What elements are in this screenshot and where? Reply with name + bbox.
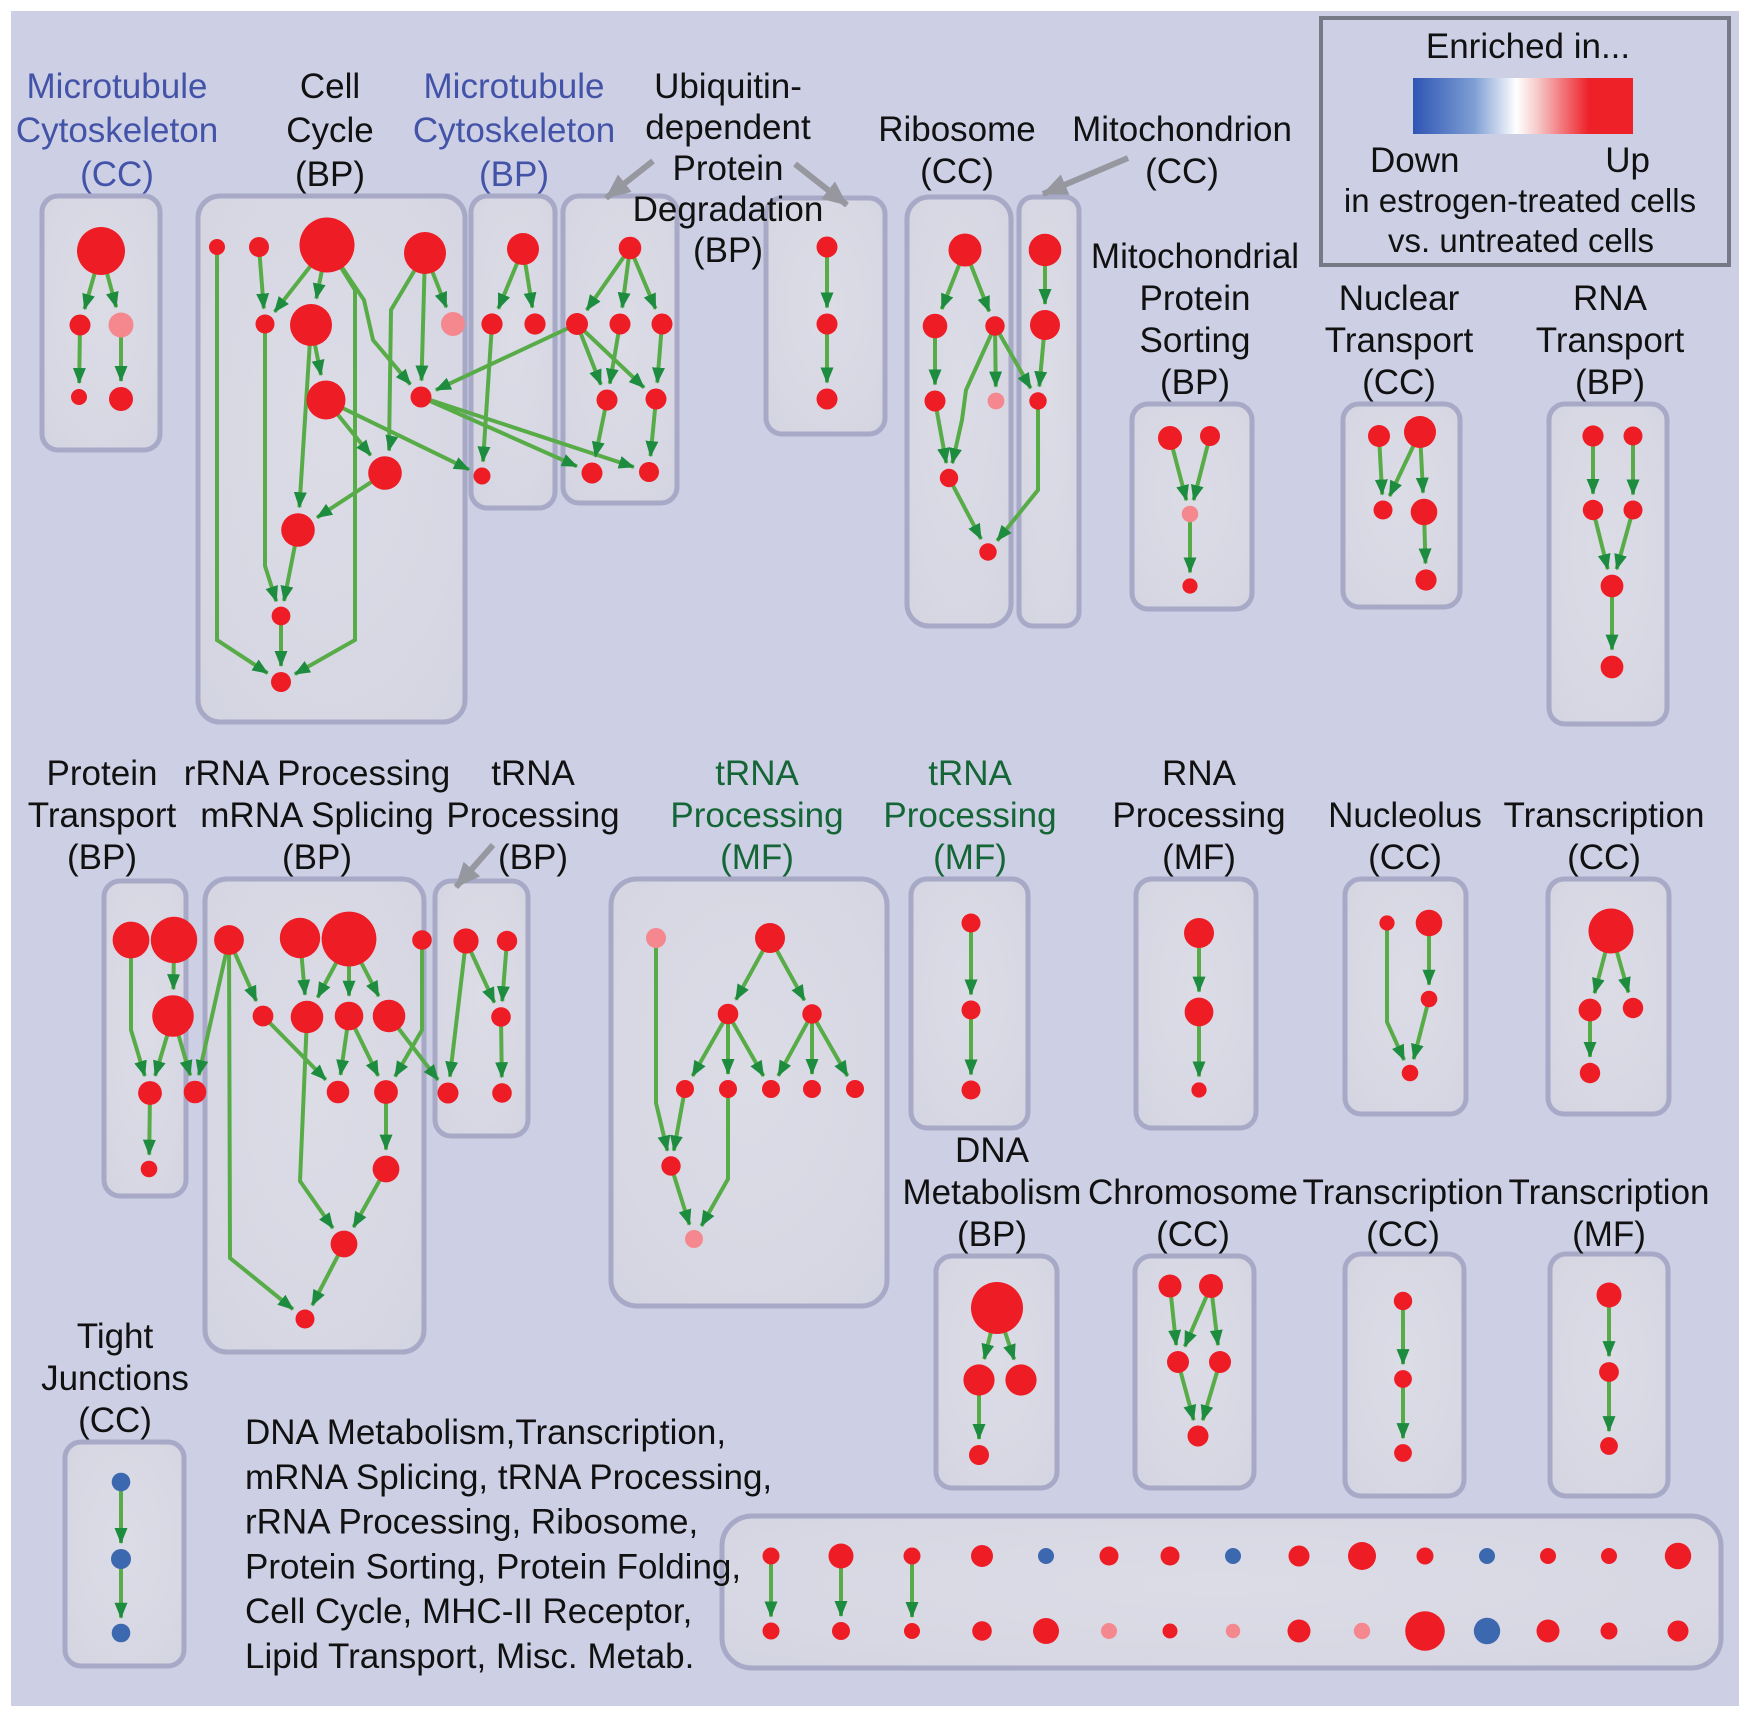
svg-text:(CC): (CC) <box>1156 1215 1230 1254</box>
svg-text:Cytoskeleton: Cytoskeleton <box>16 111 218 150</box>
svg-text:Cytoskeleton: Cytoskeleton <box>413 111 615 150</box>
svg-text:Transport: Transport <box>1536 321 1685 360</box>
svg-text:(BP): (BP) <box>1160 363 1230 402</box>
svg-text:(CC): (CC) <box>1366 1215 1440 1254</box>
svg-text:Junctions: Junctions <box>41 1359 189 1398</box>
svg-text:rRNA Processing: rRNA Processing <box>184 754 450 793</box>
svg-text:Processing: Processing <box>1112 796 1285 835</box>
svg-text:DNA: DNA <box>955 1131 1030 1170</box>
svg-text:Nucleolus: Nucleolus <box>1328 796 1482 835</box>
svg-text:in estrogen-treated cells: in estrogen-treated cells <box>1344 182 1696 219</box>
svg-text:Processing: Processing <box>670 796 843 835</box>
svg-text:(CC): (CC) <box>920 152 994 191</box>
svg-text:(CC): (CC) <box>1145 152 1219 191</box>
svg-text:Protein: Protein <box>47 754 158 793</box>
svg-text:mRNA Splicing: mRNA Splicing <box>200 796 433 835</box>
svg-text:RNA: RNA <box>1573 279 1648 318</box>
svg-text:DNA Metabolism,Transcription,: DNA Metabolism,Transcription, <box>245 1413 726 1452</box>
svg-text:Processing: Processing <box>883 796 1056 835</box>
svg-text:(CC): (CC) <box>78 1401 152 1440</box>
svg-text:RNA: RNA <box>1162 754 1237 793</box>
svg-text:Processing: Processing <box>446 796 619 835</box>
svg-text:vs. untreated cells: vs. untreated cells <box>1388 222 1654 259</box>
svg-text:Protein: Protein <box>673 149 784 188</box>
svg-text:(MF): (MF) <box>720 838 794 877</box>
svg-text:Up: Up <box>1605 141 1650 180</box>
svg-text:(BP): (BP) <box>295 155 365 194</box>
svg-text:Transport: Transport <box>1325 321 1474 360</box>
svg-text:Transcription: Transcription <box>1303 1173 1504 1212</box>
svg-text:(BP): (BP) <box>693 231 763 270</box>
svg-text:Cell Cycle, MHC-II Receptor,: Cell Cycle, MHC-II Receptor, <box>245 1592 692 1631</box>
svg-text:tRNA: tRNA <box>715 754 799 793</box>
svg-text:(BP): (BP) <box>479 155 549 194</box>
svg-text:(CC): (CC) <box>1567 838 1641 877</box>
svg-text:Protein Sorting, Protein Foldi: Protein Sorting, Protein Folding, <box>245 1547 741 1586</box>
svg-text:Transport: Transport <box>28 796 177 835</box>
svg-text:Transcription: Transcription <box>1504 796 1705 835</box>
svg-text:Chromosome: Chromosome <box>1088 1173 1298 1212</box>
svg-text:(CC): (CC) <box>1362 363 1436 402</box>
svg-text:Lipid Transport, Misc. Metab.: Lipid Transport, Misc. Metab. <box>245 1637 694 1676</box>
svg-text:(BP): (BP) <box>498 838 568 877</box>
svg-text:Cell: Cell <box>300 67 360 106</box>
svg-text:(MF): (MF) <box>1572 1215 1646 1254</box>
svg-text:Mitochondrial: Mitochondrial <box>1091 237 1299 276</box>
svg-text:(CC): (CC) <box>1368 838 1442 877</box>
svg-text:Protein: Protein <box>1140 279 1251 318</box>
svg-text:Metabolism: Metabolism <box>903 1173 1082 1212</box>
svg-text:mRNA Splicing, tRNA Processing: mRNA Splicing, tRNA Processing, <box>245 1458 772 1497</box>
svg-text:Ribosome: Ribosome <box>878 110 1036 149</box>
svg-text:Microtubule: Microtubule <box>424 67 605 106</box>
svg-text:Sorting: Sorting <box>1140 321 1251 360</box>
svg-text:(BP): (BP) <box>1575 363 1645 402</box>
svg-text:Mitochondrion: Mitochondrion <box>1072 110 1292 149</box>
svg-text:(BP): (BP) <box>282 838 352 877</box>
svg-text:Enriched in...: Enriched in... <box>1426 27 1630 66</box>
svg-text:Microtubule: Microtubule <box>27 67 208 106</box>
svg-text:(BP): (BP) <box>957 1215 1027 1254</box>
svg-text:tRNA: tRNA <box>928 754 1012 793</box>
svg-text:Degradation: Degradation <box>633 190 824 229</box>
svg-text:Down: Down <box>1370 141 1459 180</box>
svg-text:Tight: Tight <box>77 1317 154 1356</box>
svg-text:rRNA Processing, Ribosome,: rRNA Processing, Ribosome, <box>245 1503 698 1542</box>
svg-text:Nuclear: Nuclear <box>1339 279 1460 318</box>
svg-text:tRNA: tRNA <box>491 754 575 793</box>
svg-text:(MF): (MF) <box>933 838 1007 877</box>
svg-text:(BP): (BP) <box>67 838 137 877</box>
svg-text:Ubiquitin-: Ubiquitin- <box>654 67 802 106</box>
svg-text:(MF): (MF) <box>1162 838 1236 877</box>
svg-text:Cycle: Cycle <box>286 111 374 150</box>
svg-text:dependent: dependent <box>645 108 811 147</box>
svg-text:(CC): (CC) <box>80 155 154 194</box>
svg-text:Transcription: Transcription <box>1509 1173 1710 1212</box>
